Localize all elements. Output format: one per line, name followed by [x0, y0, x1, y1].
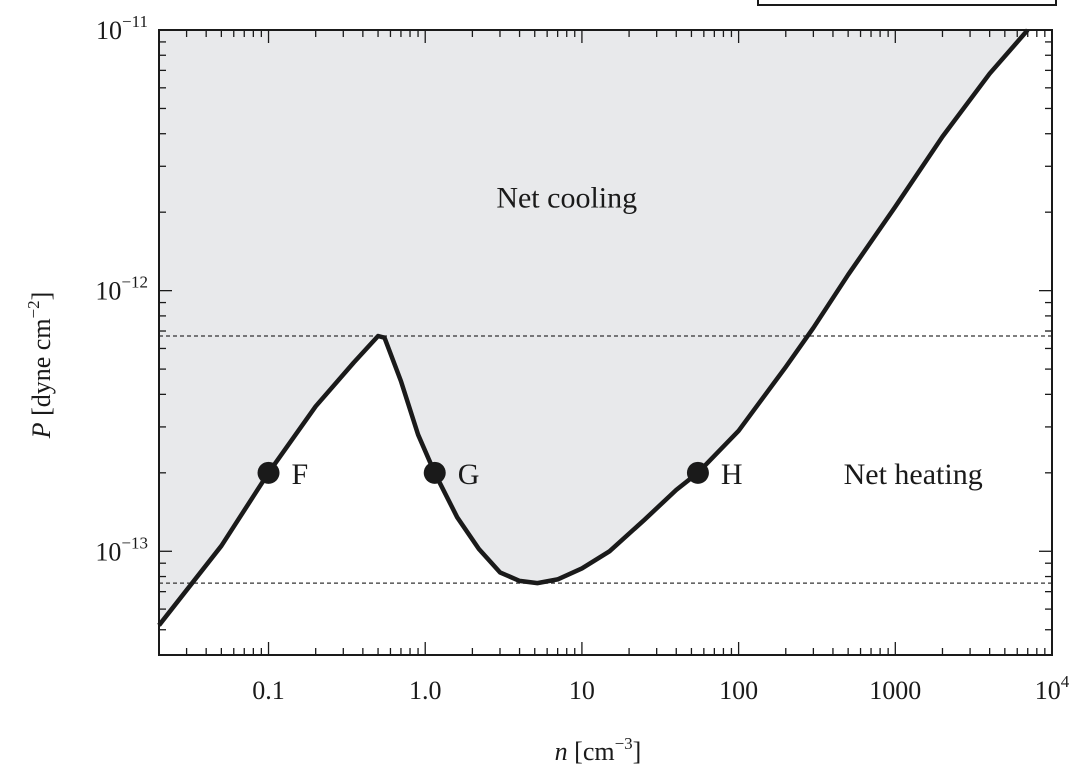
net-cooling-label: Net cooling [496, 181, 637, 214]
y-tick-label-base: 10 [96, 16, 122, 45]
y-tick-label: 10−12 [95, 273, 148, 306]
point-g-label: G [458, 458, 480, 491]
y-tick-label-base: 10 [95, 277, 121, 306]
plot-area: F G H [157, 28, 1052, 627]
net-cooling-shaded-region [159, 30, 1028, 626]
point-h-label: H [721, 458, 743, 491]
region-annotations: Net cooling Net heating [496, 181, 982, 490]
x-tick-label-base: 10 [1035, 676, 1061, 705]
y-axis-variable: P [27, 422, 56, 439]
legend-box-fragment [757, 0, 1057, 6]
x-axis-variable: n [555, 737, 568, 766]
x-tick-labels: 0.1 1.0 10 100 1000 104 [252, 672, 1069, 705]
point-f-marker [257, 461, 280, 484]
point-g-marker [423, 461, 446, 484]
y-tick-label-exponent: −12 [121, 273, 148, 292]
equilibrium-curve [157, 28, 1030, 627]
y-tick-label: 10−11 [96, 12, 148, 45]
plot-frame [158, 29, 1053, 656]
x-axis-unit-close: ] [633, 737, 642, 766]
y-tick-label-exponent: −13 [121, 533, 148, 552]
x-tick-label: 104 [1035, 672, 1070, 705]
x-tick-label: 1000 [869, 676, 921, 705]
y-axis-unit-close: ] [27, 292, 56, 301]
x-tick-label-exponent: 4 [1061, 672, 1070, 691]
x-tick-label: 0.1 [252, 676, 285, 705]
x-tick-label: 100 [719, 676, 758, 705]
y-tick-label-exponent: −11 [122, 12, 148, 31]
point-f-label: F [292, 458, 309, 491]
x-axis-unit: [cm [568, 737, 615, 766]
point-h-marker [686, 461, 709, 484]
axis-ticks [158, 29, 1053, 656]
marked-points: F G H [257, 458, 743, 491]
reference-lines [159, 335, 1052, 584]
net-heating-label: Net heating [844, 458, 983, 491]
x-axis-unit-exponent: −3 [615, 734, 633, 753]
x-tick-label: 10 [569, 676, 595, 705]
y-axis-title: P [dyne cm−2] [24, 292, 56, 440]
x-tick-label: 1.0 [409, 676, 442, 705]
y-axis-unit-exponent: −2 [24, 300, 43, 318]
y-tick-label-base: 10 [95, 537, 121, 566]
y-tick-label: 10−13 [95, 533, 148, 566]
y-axis-unit: [dyne cm [27, 318, 56, 422]
x-axis-title: n [cm−3] [555, 734, 642, 766]
